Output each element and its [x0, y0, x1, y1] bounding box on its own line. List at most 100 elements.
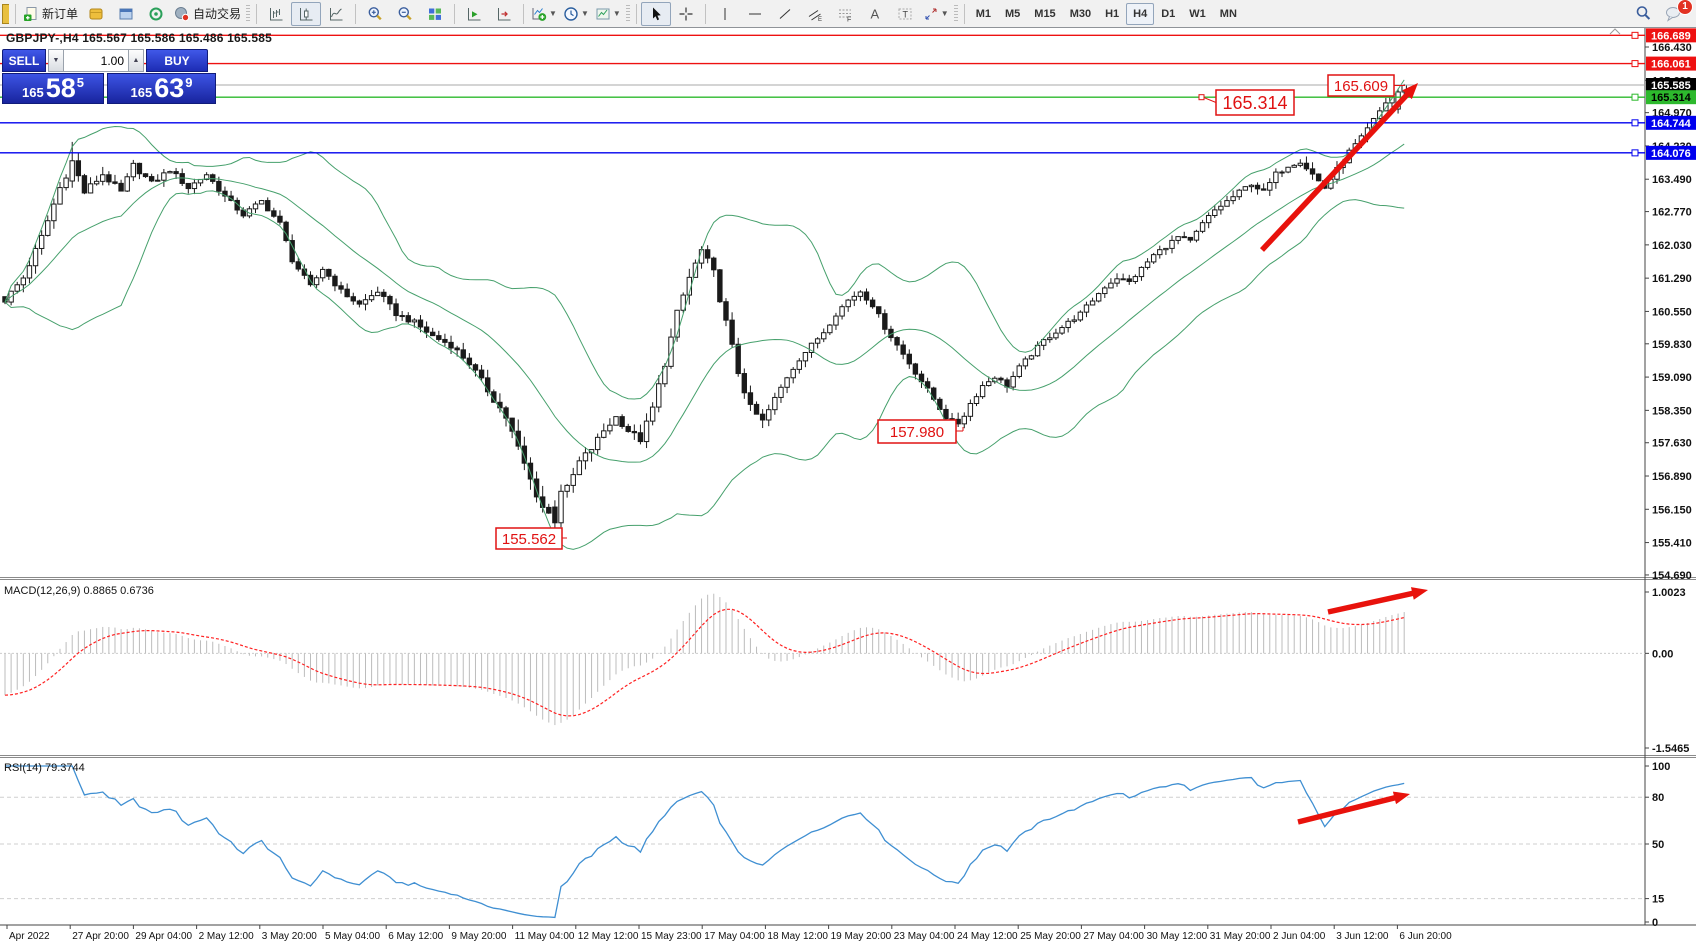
- macd-indicator: MACD(12,26,9) 0.8865 0.6736: [0, 585, 1645, 726]
- svg-text:157.980: 157.980: [890, 424, 944, 441]
- time-axis[interactable]: Apr 2022 27 Apr 20:00 29 Apr 04:00 2 May 12…: [6, 925, 1452, 942]
- price-lines[interactable]: 166.689166.061165.585165.314164.744164.0…: [0, 28, 1696, 160]
- macd-label: MACD(12,26,9) 0.8865 0.6736: [4, 585, 154, 597]
- cursor-button[interactable]: [640, 1, 671, 26]
- chart-annotations[interactable]: 165.314 165.609 157.980 155.562: [495, 74, 1405, 550]
- ask-price-button[interactable]: 165 63 9: [107, 73, 216, 104]
- fibonacci-icon: F: [838, 9, 851, 22]
- candlestick-icon: [300, 7, 313, 20]
- rsi-indicator: RSI(14) 79.3744: [0, 762, 1645, 919]
- crosshair-button[interactable]: [671, 2, 701, 26]
- signals-button[interactable]: [141, 2, 171, 26]
- svg-text:3 May 20:00: 3 May 20:00: [262, 931, 317, 942]
- axis-price-badge: 165.314: [1646, 90, 1696, 105]
- trendline-button[interactable]: [770, 2, 800, 26]
- svg-text:15: 15: [1652, 894, 1664, 906]
- timeframe-d1[interactable]: D1: [1161, 7, 1176, 20]
- bar-chart-icon: [270, 7, 283, 20]
- periods-button[interactable]: ▼: [560, 2, 592, 26]
- bid-price-button[interactable]: 165 58 5: [2, 73, 104, 104]
- new-order-button[interactable]: 新订单: [20, 2, 81, 26]
- horizontal-line-button[interactable]: [740, 2, 770, 26]
- svg-text:6 May 12:00: 6 May 12:00: [388, 931, 443, 942]
- templates-button[interactable]: ▼: [592, 2, 624, 26]
- timeframe-m1[interactable]: M1: [975, 7, 991, 20]
- svg-text:Apr 2022: Apr 2022: [9, 931, 50, 942]
- timeframe-h1[interactable]: H1: [1105, 7, 1120, 20]
- ask-prefix: 165: [130, 85, 153, 100]
- chart-title: GBPJPY-,H4 165.567 165.586 165.486 165.5…: [6, 31, 272, 45]
- svg-text:156.890: 156.890: [1652, 471, 1692, 483]
- axis-price-badge: 166.061: [1646, 56, 1696, 71]
- svg-text:15 May 23:00: 15 May 23:00: [641, 931, 702, 942]
- sell-button[interactable]: SELL: [2, 49, 46, 72]
- rsi-axis[interactable]: 100 80 50 15 0: [1645, 761, 1670, 929]
- arrows-button[interactable]: ▼: [920, 2, 952, 26]
- vertical-line-button[interactable]: [710, 2, 740, 26]
- indicators-button[interactable]: ▼: [528, 2, 560, 26]
- axis-price-badge: 164.744: [1646, 115, 1696, 130]
- volume-decrease-button[interactable]: ▼: [48, 49, 64, 72]
- volume-input[interactable]: [64, 49, 128, 72]
- svg-text:80: 80: [1652, 792, 1664, 804]
- navigator-button[interactable]: [111, 2, 141, 26]
- chart-shift-button[interactable]: [489, 2, 519, 26]
- text-label-icon: T: [898, 8, 912, 19]
- svg-text:156.150: 156.150: [1652, 504, 1692, 516]
- rsi-line: [5, 765, 1405, 919]
- svg-text:31 May 20:00: 31 May 20:00: [1210, 931, 1271, 942]
- notifications-button[interactable]: 1: [1658, 0, 1693, 26]
- svg-text:29 Apr 04:00: 29 Apr 04:00: [135, 931, 192, 942]
- one-click-trading-panel: SELL ▼ ▲ BUY 165 58 5 165 63 9: [2, 49, 216, 104]
- text-button[interactable]: A: [860, 2, 890, 26]
- metaeditor-button[interactable]: [81, 2, 111, 26]
- svg-text:E: E: [818, 17, 822, 22]
- fibonacci-button[interactable]: F: [830, 2, 860, 26]
- macd-axis[interactable]: 1.0023 0.00 -1.5465: [1645, 587, 1689, 755]
- timeframe-mn[interactable]: MN: [1219, 7, 1237, 20]
- tile-windows-button[interactable]: [420, 2, 450, 26]
- channel-button[interactable]: E: [800, 2, 830, 26]
- autotrading-label: 自动交易: [193, 7, 242, 21]
- svg-text:-1.5465: -1.5465: [1652, 743, 1689, 755]
- zoom-in-button[interactable]: [360, 2, 390, 26]
- svg-text:162.770: 162.770: [1652, 207, 1692, 219]
- text-label-button[interactable]: T: [890, 2, 920, 26]
- volume-increase-button[interactable]: ▲: [128, 49, 144, 72]
- svg-text:154.690: 154.690: [1652, 570, 1692, 582]
- timeframe-m15[interactable]: M15: [1034, 7, 1056, 20]
- svg-text:11 May 04:00: 11 May 04:00: [515, 931, 575, 942]
- price-label-box: [877, 419, 957, 444]
- svg-text:18 May 12:00: 18 May 12:00: [767, 931, 828, 942]
- search-button[interactable]: [1628, 2, 1658, 26]
- line-chart-button[interactable]: [321, 2, 351, 26]
- search-icon: [1636, 6, 1650, 20]
- crosshair-icon: [679, 7, 693, 20]
- timeframe-h4[interactable]: H4: [1126, 2, 1155, 25]
- bar-chart-button[interactable]: [261, 2, 291, 26]
- zoom-in-icon: [368, 6, 382, 20]
- macd-signal-line: [4, 608, 1405, 717]
- svg-text:157.630: 157.630: [1652, 438, 1692, 450]
- svg-text:50: 50: [1652, 839, 1664, 851]
- timeframe-m30[interactable]: M30: [1069, 7, 1092, 20]
- buy-button[interactable]: BUY: [146, 49, 208, 72]
- notification-badge: 1: [1677, 0, 1693, 15]
- timeframe-m5[interactable]: M5: [1005, 7, 1021, 20]
- svg-text:158.350: 158.350: [1652, 405, 1692, 417]
- svg-text:23 May 04:00: 23 May 04:00: [894, 931, 955, 942]
- svg-text:159.830: 159.830: [1652, 339, 1692, 351]
- macd-arrow[interactable]: [1327, 587, 1428, 615]
- channel-icon: E: [808, 9, 822, 22]
- uptrend-arrow[interactable]: [1259, 83, 1418, 252]
- svg-text:163.490: 163.490: [1652, 174, 1692, 186]
- zoom-out-button[interactable]: [390, 2, 420, 26]
- dropdown-caret: ▼: [612, 9, 621, 18]
- rsi-arrow[interactable]: [1297, 791, 1410, 825]
- timeframe-w1[interactable]: W1: [1189, 7, 1206, 20]
- autoscroll-button[interactable]: [459, 2, 489, 26]
- autotrading-button[interactable]: 自动交易: [171, 2, 244, 26]
- svg-text:155.562: 155.562: [502, 531, 556, 548]
- candlestick-chart-button[interactable]: [291, 1, 322, 26]
